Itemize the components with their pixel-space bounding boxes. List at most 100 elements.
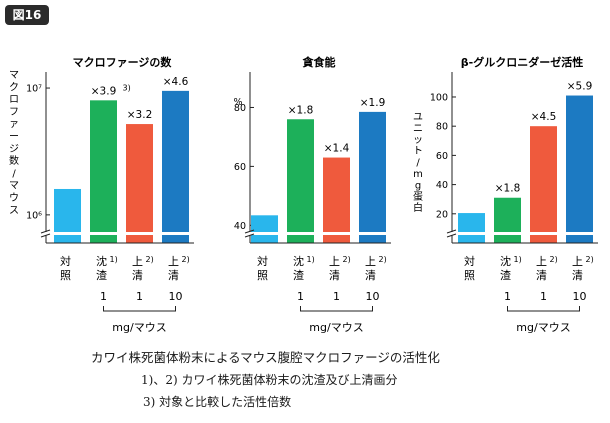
bar-1	[458, 213, 485, 243]
category-footnote: 2)	[343, 255, 351, 264]
chart-title: マクロファージの数	[73, 55, 173, 69]
bar-3	[323, 157, 350, 243]
y-tick-label: 40	[234, 221, 246, 232]
dose-value: 10	[573, 290, 587, 303]
category-label-char: 対	[60, 254, 71, 268]
axis-break-mark	[244, 229, 255, 234]
y-tick-label: 20	[436, 209, 448, 220]
category-footnote: 2)	[586, 255, 594, 264]
category-footnote: 2)	[550, 255, 558, 264]
category-footnote: 2)	[146, 255, 154, 264]
bar-fold-label: ×1.8	[495, 183, 521, 195]
dose-value: 1	[333, 290, 340, 303]
axis-break-mark	[40, 233, 51, 238]
bar-fold-label: ×1.8	[288, 104, 314, 116]
category-label-char: 清	[329, 269, 340, 282]
y-tick-label: 80	[436, 122, 448, 133]
category-label-char: 上	[536, 255, 547, 268]
dose-value: 10	[169, 290, 183, 303]
dose-bracket	[507, 306, 580, 312]
category-label-char: 対	[464, 254, 475, 268]
figure-number-badge: 図16	[5, 5, 49, 25]
bar-4	[566, 95, 593, 243]
bar-2	[90, 100, 117, 243]
bar-4	[162, 90, 189, 243]
category-footnote: 2)	[379, 255, 387, 264]
category-label-char: 照	[464, 269, 475, 282]
category-label-char: 清	[132, 269, 143, 282]
bar-2	[287, 119, 314, 243]
chart-title: β-グルクロニダーゼ活性	[461, 55, 583, 69]
bar-4	[359, 111, 386, 243]
bar-fold-label: ×4.5	[531, 111, 557, 123]
bar-3	[126, 124, 153, 243]
category-label-char: 沈	[96, 254, 107, 268]
bar-fold-label: ×1.9	[360, 97, 386, 109]
figure-number-label: 図16	[12, 8, 42, 22]
dose-value: 1	[504, 290, 511, 303]
y-tick-label: 10⁶	[26, 210, 42, 221]
category-label-char: 渣	[500, 268, 511, 282]
bar-fold-label: ×3.9	[91, 85, 117, 97]
dose-unit-label: mg/マウス	[309, 321, 363, 334]
y-axis-label: ユニット/m g 蛋白	[413, 112, 423, 214]
axis-break-mark	[40, 229, 51, 234]
category-footnote: 1)	[307, 255, 315, 264]
bar-1	[251, 215, 278, 243]
axis-break-mark	[446, 233, 457, 238]
category-label-char: 照	[257, 269, 268, 282]
category-label-char: 上	[365, 255, 376, 268]
y-axis-unit: %	[233, 97, 242, 108]
axis-break-gap	[446, 232, 602, 235]
category-label-char: 上	[329, 255, 340, 268]
category-label-char: 清	[572, 269, 583, 282]
bar-3	[530, 126, 557, 243]
category-label-char: 対	[257, 254, 268, 268]
axis-break-mark	[244, 233, 255, 238]
figure-caption: カワイ株死菌体粉末によるマウス腹腔マクロファージの活性化	[91, 350, 440, 365]
category-label-char: 沈	[293, 254, 304, 268]
dose-bracket	[103, 306, 176, 312]
y-tick-label: 80	[234, 103, 246, 114]
category-label-char: 清	[536, 269, 547, 282]
category-footnote: 1)	[110, 255, 118, 264]
dose-value: 10	[366, 290, 380, 303]
y-tick-label: 10⁷	[26, 84, 42, 95]
caption-footnote-3: 3) 対象と比較した活性倍数	[143, 395, 292, 409]
dose-value: 1	[540, 290, 547, 303]
category-label-char: 沈	[500, 254, 511, 268]
category-label-char: 照	[60, 269, 71, 282]
category-label-char: 渣	[96, 268, 107, 282]
category-label-char: 上	[572, 255, 583, 268]
bar-fold-label: ×1.4	[324, 143, 350, 155]
dose-bracket	[300, 306, 373, 312]
axis-break-gap	[244, 232, 395, 235]
category-label-char: 清	[365, 269, 376, 282]
y-tick-label: 100	[430, 92, 448, 103]
category-label-char: 渣	[293, 268, 304, 282]
category-footnote: 2)	[182, 255, 190, 264]
fold-footnote-marker: 3)	[123, 83, 131, 92]
axis-break-gap	[40, 232, 198, 235]
y-tick-label: 40	[436, 180, 448, 191]
category-label-char: 上	[168, 255, 179, 268]
bar-fold-label: ×4.6	[163, 76, 189, 88]
bar-fold-label: ×5.9	[567, 81, 593, 93]
dose-unit-label: mg/マウス	[516, 321, 570, 334]
dose-value: 1	[100, 290, 107, 303]
dose-unit-label: mg/マウス	[112, 321, 166, 334]
bar-2	[494, 197, 521, 243]
category-footnote: 1)	[514, 255, 522, 264]
y-tick-label: 60	[436, 151, 448, 162]
category-label-char: 清	[168, 269, 179, 282]
chart-title: 貪食能	[302, 55, 336, 69]
category-label-char: 上	[132, 255, 143, 268]
axis-break-mark	[446, 229, 457, 234]
y-axis-label: マクロファージ数/マウス	[9, 70, 19, 216]
bar-fold-label: ×3.2	[127, 109, 153, 121]
dose-value: 1	[136, 290, 143, 303]
dose-value: 1	[297, 290, 304, 303]
y-tick-label: 60	[234, 162, 246, 173]
caption-footnote-1-2: 1)、2) カワイ株死菌体粉末の沈渣及び上清画分	[141, 373, 398, 387]
